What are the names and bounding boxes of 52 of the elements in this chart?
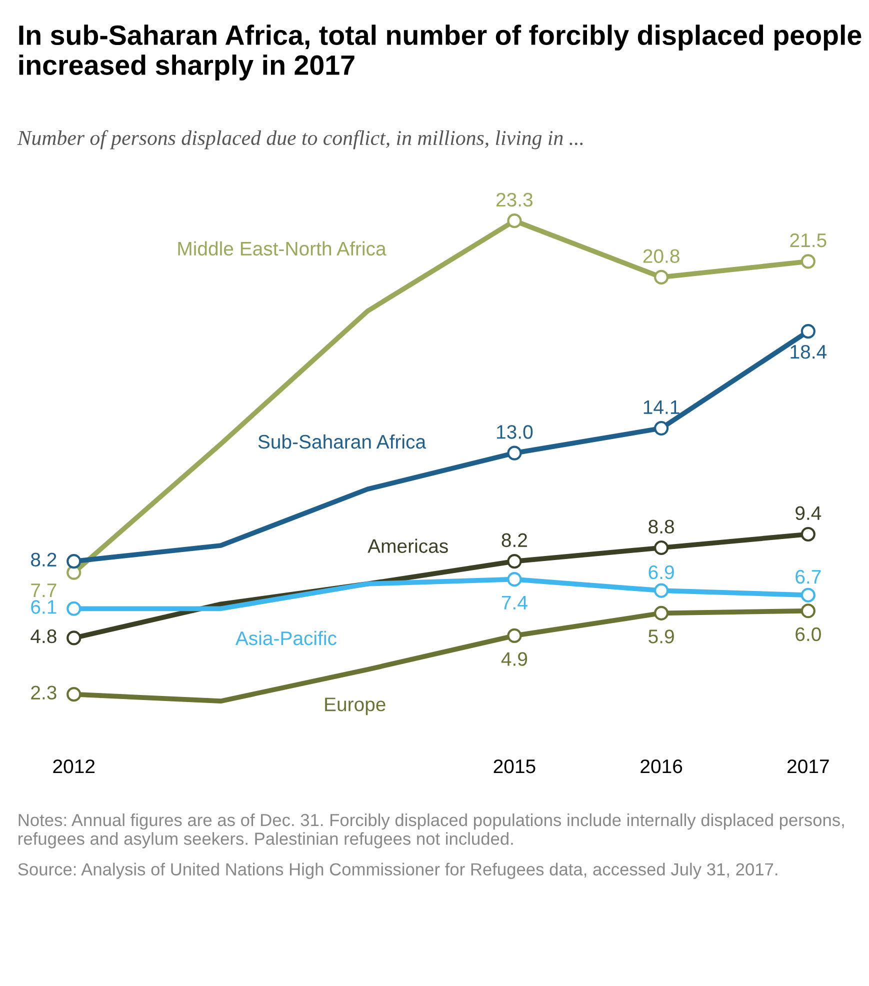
x-tick-label: 2016 (640, 759, 682, 774)
point (654, 540, 669, 556)
point (800, 254, 816, 269)
point (507, 628, 522, 643)
data-label: 6.1 (31, 600, 56, 614)
point (654, 606, 669, 620)
source-note: Source: Analysis of United Nations High Commissioner for Refugees data, accessed July 31, 2017. (18, 862, 778, 879)
data-label: 13.0 (497, 425, 533, 439)
chart-title: In sub-Saharan Africa, total number of forcibly displaced people increased sharply in 2017 (19, 24, 862, 80)
series-label: Europe (325, 698, 386, 716)
point (507, 572, 522, 587)
point (66, 630, 82, 646)
data-label: 7.4 (502, 596, 528, 610)
point (654, 420, 669, 436)
series-label: Asia-Pacific (235, 630, 336, 646)
series-label: Sub-Saharan Africa (258, 434, 426, 449)
data-label: 8.8 (648, 520, 674, 534)
x-tick-label: 2017 (788, 759, 829, 774)
data-label: 6.9 (648, 565, 674, 580)
point (654, 270, 669, 284)
data-label: 8.2 (31, 552, 56, 567)
point (800, 588, 816, 602)
data-label: 6.0 (796, 627, 821, 642)
data-label: 9.4 (796, 506, 822, 520)
data-label: 20.8 (643, 249, 680, 263)
data-label: 8.2 (502, 533, 527, 548)
chart-subtitle: Number of persons displaced due to conflict, in millions, living in ... (17, 130, 583, 150)
x-tick-label: 2015 (494, 759, 536, 774)
data-label: 6.7 (796, 570, 821, 584)
data-label: 4.8 (30, 629, 56, 644)
series-label: Middle East-North Africa (178, 241, 386, 256)
data-label: 4.9 (501, 652, 528, 666)
point (654, 583, 669, 598)
text: Notes: Annual figures are as of Dec. 31. Forcibly displaced populations include internally displaced persons, refugees and asylum seekers. Palestinian refugees not included. (18, 813, 844, 848)
point (66, 554, 82, 569)
point (507, 446, 522, 460)
data-label: 7.7 (31, 584, 56, 598)
data-label: 14.1 (644, 400, 680, 414)
data-label: 21.5 (790, 233, 826, 248)
x-tick-label: 2012 (53, 759, 95, 774)
point (800, 324, 816, 339)
point (800, 526, 816, 542)
point (66, 687, 82, 702)
data-label: 2.3 (31, 686, 56, 700)
point (66, 601, 82, 616)
data-label: 18.4 (790, 344, 827, 359)
point (800, 604, 816, 618)
point (507, 214, 522, 228)
data-label: 23.3 (496, 192, 533, 207)
point (507, 554, 522, 569)
series-label: Americas (368, 538, 448, 553)
data-label: 5.9 (648, 630, 674, 644)
